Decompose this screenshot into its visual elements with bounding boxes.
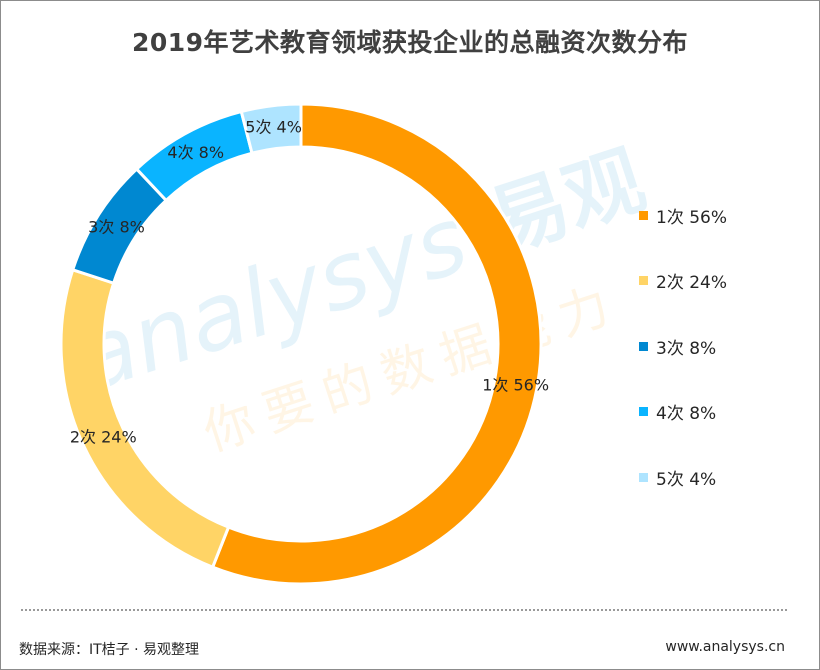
website-url: www.analysys.cn	[665, 639, 785, 655]
donut-chart: 1次 56% 2次 24% 3次 8% 4次 8% 5次 4%	[59, 102, 549, 586]
legend-item-4: 4次 8%	[639, 397, 716, 427]
slice-label-5: 5次 4%	[245, 118, 302, 137]
legend-swatch-2	[639, 276, 648, 285]
legend-swatch-3	[639, 341, 648, 351]
legend-label-5: 5次 4%	[656, 469, 717, 490]
legend-item-3: 3次 8%	[639, 331, 716, 361]
legend-swatch-5	[639, 472, 648, 482]
legend-swatch-4	[639, 407, 648, 416]
footer-divider	[21, 609, 787, 611]
slice-label-3: 3次 8%	[88, 217, 145, 236]
donut-slice-1	[210, 102, 543, 586]
slice-label-2: 2次 24%	[70, 428, 137, 447]
legend-item-1: 1次 56%	[639, 200, 727, 230]
slice-labels: 1次 56% 2次 24% 3次 8% 4次 8% 5次 4%	[70, 118, 549, 447]
legend-label-2: 2次 24%	[656, 273, 728, 293]
legend-label-1: 1次 56%	[656, 207, 728, 228]
legend-swatch-1	[639, 210, 648, 220]
data-source: 数据来源：IT桔子 · 易观整理	[19, 642, 200, 658]
donut-slice-5	[239, 102, 303, 156]
donut-slices	[59, 102, 543, 586]
legend-item-5: 5次 4%	[639, 462, 716, 492]
legend-label-3: 3次 8%	[656, 338, 717, 359]
slice-label-1: 1次 56%	[482, 375, 549, 394]
donut-slice-2	[59, 267, 231, 570]
chart-title: 2019年艺术教育领域获投企业的总融资次数分布	[131, 28, 689, 57]
slice-label-4: 4次 8%	[167, 143, 224, 162]
legend-label-4: 4次 8%	[656, 404, 717, 424]
legend-item-2: 2次 24%	[639, 266, 727, 296]
